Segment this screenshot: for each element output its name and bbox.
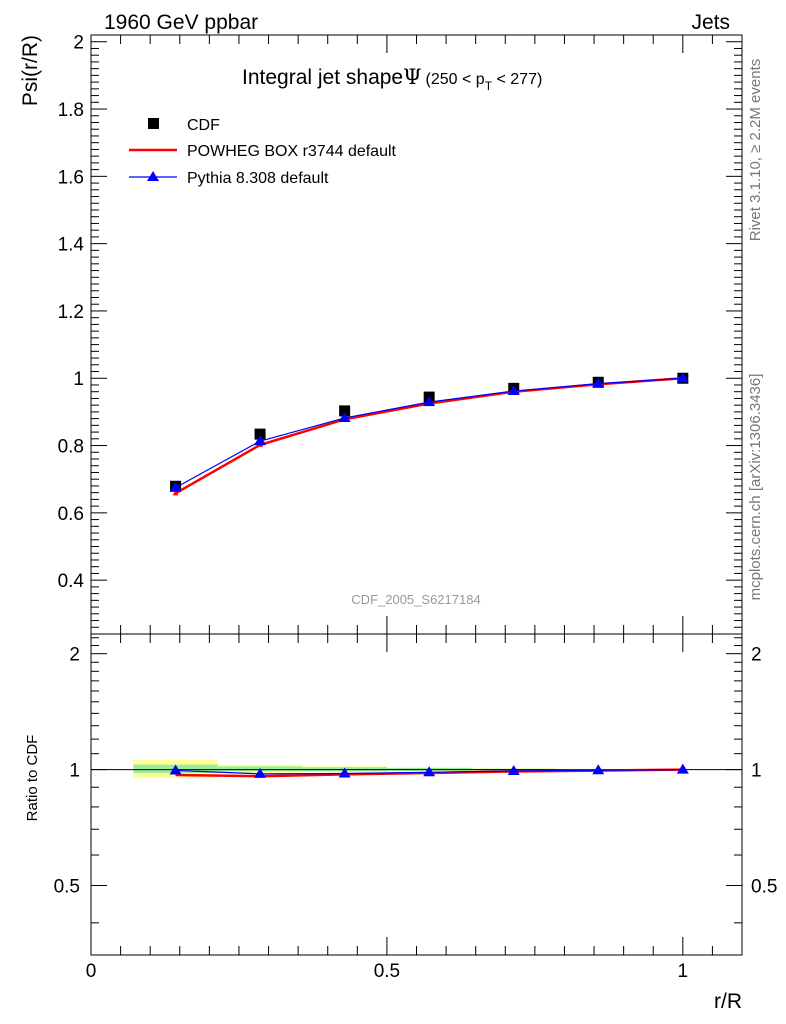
chart-title-range-end: < 277) [492,71,542,88]
ratio-series-group [169,763,689,778]
ratio-ytick-label-right: 1 [751,761,762,782]
x-axis-ticks: 0 0.5 1 [86,35,743,982]
ratio-pythia-point [169,764,182,775]
ratio-pythia-point [254,767,267,778]
main-ytick-label: 0.6 [58,504,84,525]
chart-title-range-sub: T [485,79,493,93]
ratio-axis-label: Ratio to CDF [24,735,41,822]
legend-cdf-label: CDF [187,117,220,134]
xtick-label: 0 [86,961,97,982]
pythia-point [423,396,436,407]
legend-pythia-label: Pythia 8.308 default [187,170,329,187]
main-axis-ticks: 0.4 0.6 0.8 1 1.2 1.4 1.6 1.8 2 [58,33,742,628]
ratio-ytick-label-left: 2 [69,645,80,666]
pythia-point [676,372,689,383]
header-process-label: Jets [691,11,730,34]
side-mcplots-label: mcplots.cern.ch [arXiv:1306.3436] [747,374,764,601]
main-ytick-label: 1.2 [58,302,84,323]
xtick-label: 0.5 [374,961,400,982]
chart-title: Integral jet shapeΨ (250 < pT < 277) [242,65,542,93]
pythia-point [169,481,182,492]
powheg-point [172,490,179,496]
x-axis-label: r/R [714,990,742,1013]
legend-powheg-label: POWHEG BOX r3744 default [187,143,397,160]
ratio-pythia-point [338,767,351,778]
main-ytick-label: 1.8 [58,100,84,121]
chart-title-text: Integral jet shape [242,66,403,89]
y-axis-label: Psi(r/R) [19,35,42,106]
side-rivet-label: Rivet 3.1.10, ≥ 2.2M events [747,59,764,242]
ratio-plot-frame [90,633,743,956]
ratio-pythia-point [676,763,689,774]
main-ytick-label: 1.4 [58,235,85,256]
pythia-point [507,385,520,396]
pythia-point [254,435,267,446]
ratio-ytick-label-left: 1 [69,761,80,782]
xtick-label: 1 [678,961,689,982]
header-energy-label: 1960 GeV ppbar [104,11,258,34]
legend-cdf-marker [148,118,159,129]
main-ytick-label: 1 [73,369,84,390]
legend: CDF POWHEG BOX r3744 default Pythia 8.30… [129,117,397,187]
cdf-point [339,405,351,417]
main-ytick-label: 2 [73,33,84,54]
ratio-pythia-point [507,764,520,775]
main-ytick-label: 1.6 [58,167,84,188]
legend-pythia-marker [147,171,159,181]
ratio-ytick-label-right: 2 [751,645,762,666]
chart-title-range: (250 < p [426,71,485,88]
chart-title-psi: Ψ [403,65,421,89]
ratio-ytick-label-right: 0.5 [751,877,777,898]
pythia-point [338,411,351,422]
main-ytick-label: 0.4 [58,571,85,592]
main-ytick-label: 0.8 [58,437,84,458]
analysis-watermark: CDF_2005_S6217184 [351,592,480,607]
main-series-group [169,372,689,496]
ratio-ytick-label-left: 0.5 [54,877,80,898]
ratio-pythia-point [592,764,605,775]
ratio-axis-ticks: 0.5 0.5 1 1 2 2 [54,637,777,924]
cdf-point [254,428,266,440]
pythia-point [592,377,605,388]
ratio-pythia-point [423,766,436,777]
